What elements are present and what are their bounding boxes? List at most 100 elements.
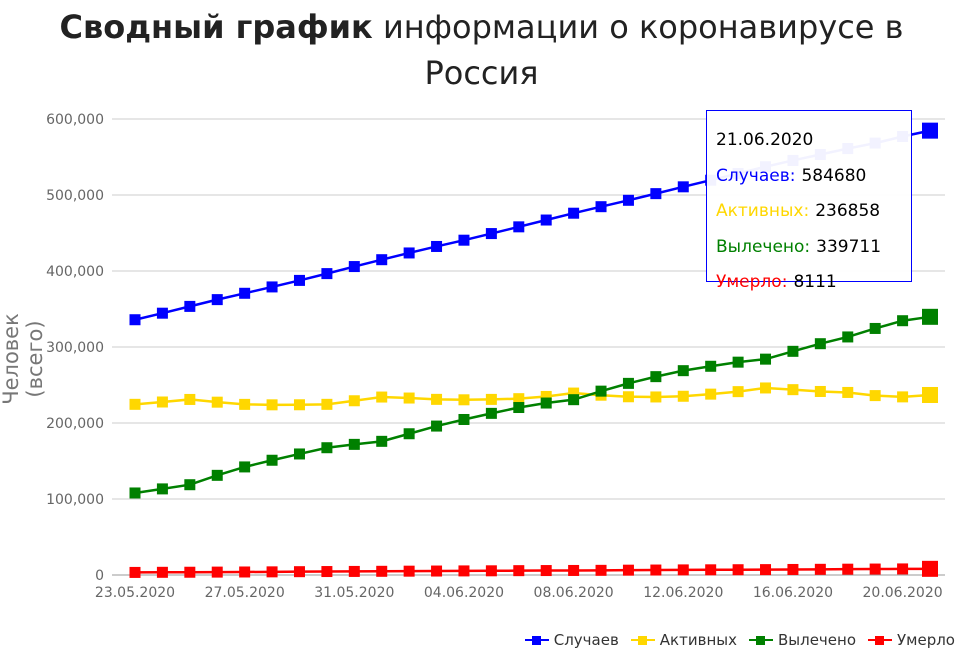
data-point	[760, 353, 772, 365]
x-tick-label: 23.05.2020	[95, 585, 175, 601]
legend-item[interactable]: Умерло	[868, 631, 955, 649]
data-point	[485, 228, 497, 240]
data-point	[540, 397, 552, 409]
data-point	[184, 393, 196, 405]
data-point	[869, 322, 881, 334]
data-point	[293, 448, 305, 460]
data-point	[513, 565, 525, 577]
data-point	[156, 307, 168, 319]
data-point	[814, 338, 826, 350]
y-axis-label: Человек (всего)	[0, 313, 47, 405]
data-point	[705, 388, 717, 400]
legend-swatch	[630, 635, 655, 645]
legend-swatch	[524, 635, 549, 645]
legend-item[interactable]: Активных	[630, 631, 737, 649]
data-point	[705, 564, 717, 576]
x-tick-label: 04.06.2020	[424, 585, 504, 601]
x-tick-label: 12.06.2020	[643, 585, 723, 601]
legend-swatch	[748, 635, 773, 645]
data-point	[348, 438, 360, 450]
data-point	[842, 331, 854, 343]
series-line	[134, 386, 931, 407]
data-point	[458, 413, 470, 425]
data-point	[239, 461, 251, 473]
data-point	[568, 564, 580, 576]
data-point	[650, 564, 662, 576]
data-point	[732, 386, 744, 398]
x-tick-label: 31.05.2020	[314, 585, 394, 601]
data-point	[266, 566, 278, 578]
data-point	[814, 563, 826, 575]
data-point	[321, 268, 333, 280]
data-point	[622, 391, 634, 403]
series-line	[134, 567, 931, 574]
data-point	[842, 386, 854, 398]
data-point	[485, 407, 497, 419]
data-point	[376, 391, 388, 403]
data-point	[431, 420, 443, 432]
y-tick-label: 400,000	[46, 264, 104, 280]
data-point	[184, 566, 196, 578]
data-point	[348, 261, 360, 273]
data-point	[403, 392, 415, 404]
data-point	[211, 396, 223, 408]
data-point	[239, 566, 251, 578]
y-tick-label: 100,000	[46, 492, 104, 508]
data-point	[211, 469, 223, 481]
data-point	[211, 294, 223, 306]
data-point	[814, 385, 826, 397]
tooltip-row: Активных: 236858	[716, 201, 881, 221]
data-point	[266, 281, 278, 293]
data-point	[485, 393, 497, 405]
data-point	[922, 308, 938, 325]
x-tick-label: 20.06.2020	[863, 585, 943, 601]
x-tick-label: 16.06.2020	[753, 585, 833, 601]
title-rest: информации о коронавирусе в Россия	[382, 8, 904, 92]
data-point	[293, 274, 305, 286]
data-point	[513, 393, 525, 405]
data-point	[376, 565, 388, 577]
data-point	[184, 300, 196, 312]
data-point	[568, 394, 580, 406]
data-point	[266, 399, 278, 411]
data-point	[211, 566, 223, 578]
x-tick-label: 08.06.2020	[534, 585, 614, 601]
data-point	[650, 391, 662, 403]
data-point	[705, 360, 717, 372]
data-point	[568, 387, 580, 399]
data-point	[760, 382, 772, 394]
data-point	[540, 214, 552, 226]
data-point	[458, 565, 470, 577]
data-point	[513, 221, 525, 233]
y-tick-label: 500,000	[46, 188, 104, 204]
data-point	[129, 398, 141, 410]
data-point	[266, 454, 278, 466]
data-point	[184, 479, 196, 491]
data-point	[650, 371, 662, 383]
data-point	[403, 428, 415, 440]
data-point	[321, 566, 333, 578]
data-point	[650, 188, 662, 200]
data-point	[922, 560, 938, 577]
data-point	[787, 345, 799, 357]
data-point	[732, 356, 744, 368]
data-point	[403, 565, 415, 577]
data-point	[622, 377, 634, 389]
data-point	[677, 365, 689, 377]
legend-swatch	[868, 635, 893, 645]
data-point	[677, 390, 689, 402]
data-point	[129, 487, 141, 499]
data-point	[376, 254, 388, 266]
data-point	[156, 483, 168, 495]
legend-item[interactable]: Случаев	[524, 631, 619, 649]
legend-item[interactable]: Вылечено	[748, 631, 856, 649]
data-point	[622, 194, 634, 206]
data-point	[869, 563, 881, 575]
data-point	[622, 564, 634, 576]
data-point	[568, 207, 580, 219]
data-point	[787, 563, 799, 575]
data-point	[403, 247, 415, 259]
x-tick-label: 27.05.2020	[205, 585, 285, 601]
tooltip-date: 21.06.2020	[716, 130, 814, 150]
data-point	[677, 181, 689, 193]
